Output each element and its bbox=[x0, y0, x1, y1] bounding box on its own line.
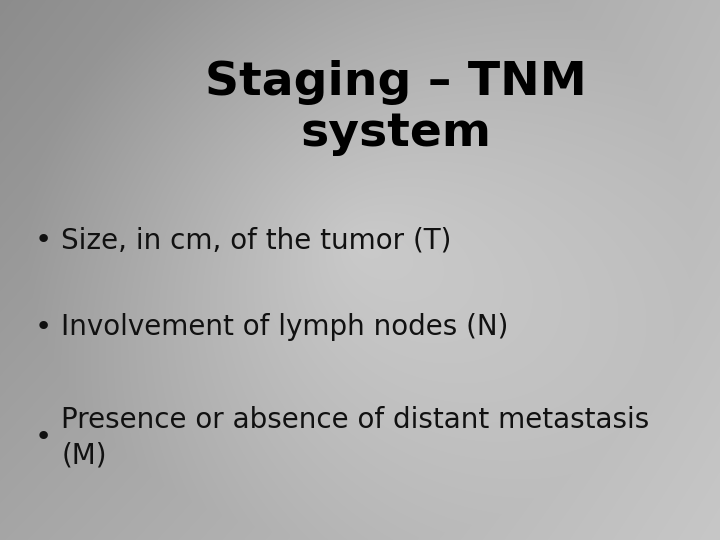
Text: Size, in cm, of the tumor (T): Size, in cm, of the tumor (T) bbox=[61, 226, 451, 254]
Text: Presence or absence of distant metastasis
(M): Presence or absence of distant metastasi… bbox=[61, 406, 649, 469]
Text: •: • bbox=[35, 226, 52, 254]
Text: •: • bbox=[35, 423, 52, 451]
Text: Staging – TNM
system: Staging – TNM system bbox=[205, 60, 587, 156]
Text: •: • bbox=[35, 313, 52, 341]
Text: Involvement of lymph nodes (N): Involvement of lymph nodes (N) bbox=[61, 313, 508, 341]
